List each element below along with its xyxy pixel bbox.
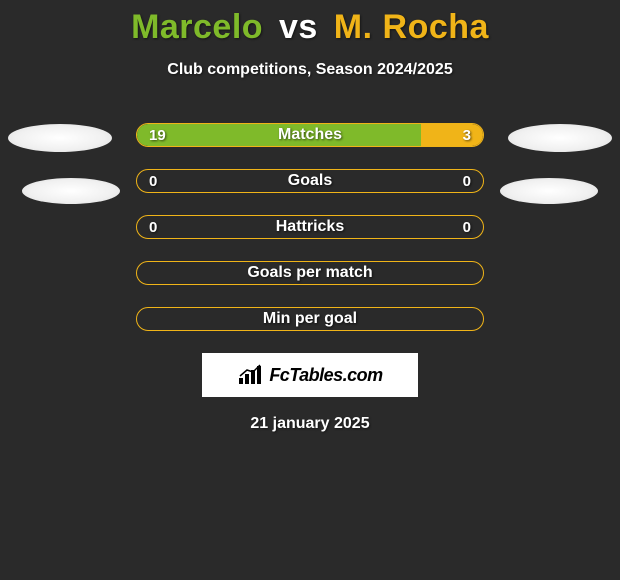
subtitle: Club competitions, Season 2024/2025 [0,61,620,79]
title-vs: vs [279,8,318,46]
brand-text: FcTables.com [269,365,382,386]
brand-chart-icon [237,364,263,386]
comparison-title: Marcelo vs M. Rocha [0,8,620,47]
stat-row: 00Hattricks [136,215,484,239]
stat-label: Hattricks [137,218,483,236]
player1-name: Marcelo [131,8,263,46]
stat-label: Min per goal [137,310,483,328]
player2-shadow-top [508,124,612,152]
player1-shadow-bottom [22,178,120,204]
player1-shadow-top [8,124,112,152]
player2-name: M. Rocha [334,8,489,46]
stat-label: Goals per match [137,264,483,282]
date-label: 21 january 2025 [0,415,620,433]
stat-label: Matches [137,126,483,144]
stat-row: Goals per match [136,261,484,285]
stat-row: 193Matches [136,123,484,147]
stat-row: Min per goal [136,307,484,331]
stats-container: 193Matches 00Goals 00Hattricks Goals per ma… [136,123,484,331]
stat-row: 00Goals [136,169,484,193]
stat-label: Goals [137,172,483,190]
player2-shadow-bottom [500,178,598,204]
brand-badge: FcTables.com [202,353,418,397]
